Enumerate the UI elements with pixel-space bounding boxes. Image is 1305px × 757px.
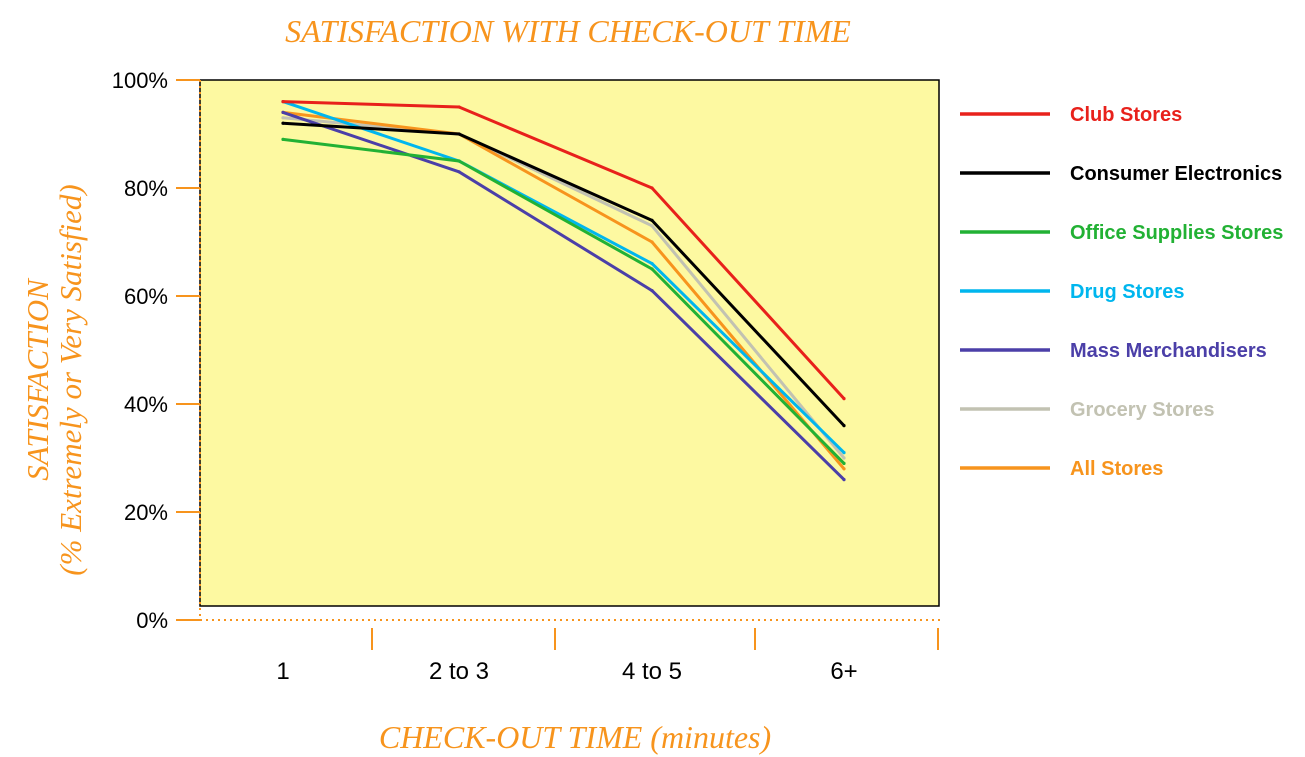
data-point	[457, 170, 461, 174]
legend: Club Stores Consumer Electronics Office Su…	[960, 104, 1283, 480]
data-point	[842, 424, 846, 428]
data-point	[281, 116, 285, 120]
series-line-office-supplies-stores	[281, 137, 846, 465]
series-line-consumer-electronics	[281, 121, 846, 428]
data-point	[457, 105, 461, 109]
x-axis-label: CHECK-OUT TIME (minutes)	[379, 719, 771, 755]
data-point	[281, 121, 285, 125]
y-axis-ticks: 0% 20% 40% 60% 80% 100%	[112, 68, 200, 633]
y-tick-label: 60%	[124, 284, 168, 309]
x-axis-ticks: 1 2 to 3 4 to 5 6+	[276, 628, 939, 685]
legend-label: Mass Merchandisers	[1070, 340, 1267, 362]
y-axis-label: SATISFACTION	[20, 277, 55, 481]
x-tick-label: 2 to 3	[429, 658, 489, 685]
series-line-mass-merchandisers	[281, 110, 846, 482]
data-point	[842, 467, 846, 471]
y-tick-label: 80%	[124, 176, 168, 201]
y-axis-label-group: SATISFACTION (% Extremely or Very Satisf…	[20, 184, 88, 575]
data-point	[457, 132, 461, 136]
series-line-all-stores	[281, 110, 846, 471]
x-tick-label: 4 to 5	[622, 658, 682, 685]
data-point	[842, 397, 846, 401]
y-axis-sublabel: (% Extremely or Very Satisfied)	[53, 184, 88, 575]
data-point	[842, 478, 846, 482]
data-point	[650, 267, 654, 271]
y-tick-label: 20%	[124, 500, 168, 525]
legend-label: All Stores	[1070, 458, 1163, 480]
plot-area	[199, 79, 940, 607]
legend-label: Office Supplies Stores	[1070, 222, 1283, 244]
data-point	[650, 289, 654, 293]
legend-label: Grocery Stores	[1070, 399, 1215, 421]
data-point	[281, 100, 285, 104]
x-tick-label: 6+	[830, 658, 857, 685]
legend-label: Drug Stores	[1070, 281, 1184, 303]
y-tick-label: 100%	[112, 68, 168, 93]
axes	[199, 80, 940, 621]
data-point	[650, 186, 654, 190]
series-line-drug-stores	[281, 100, 846, 455]
data-point	[281, 137, 285, 141]
x-tick-label: 1	[276, 658, 289, 685]
data-point	[650, 224, 654, 228]
chart-title: SATISFACTION WITH CHECK-OUT TIME	[285, 13, 851, 49]
data-point	[457, 159, 461, 163]
y-tick-label: 0%	[136, 608, 168, 633]
data-point	[650, 218, 654, 222]
data-point	[650, 240, 654, 244]
data-point	[281, 110, 285, 114]
series-line-grocery-stores	[281, 116, 846, 460]
data-point	[842, 461, 846, 465]
y-tick-label: 40%	[124, 392, 168, 417]
series-lines	[281, 100, 846, 482]
data-point	[842, 451, 846, 455]
data-point	[842, 456, 846, 460]
legend-label: Consumer Electronics	[1070, 163, 1282, 185]
series-line-club-stores	[281, 100, 846, 401]
legend-label: Club Stores	[1070, 104, 1182, 126]
data-point	[650, 262, 654, 266]
